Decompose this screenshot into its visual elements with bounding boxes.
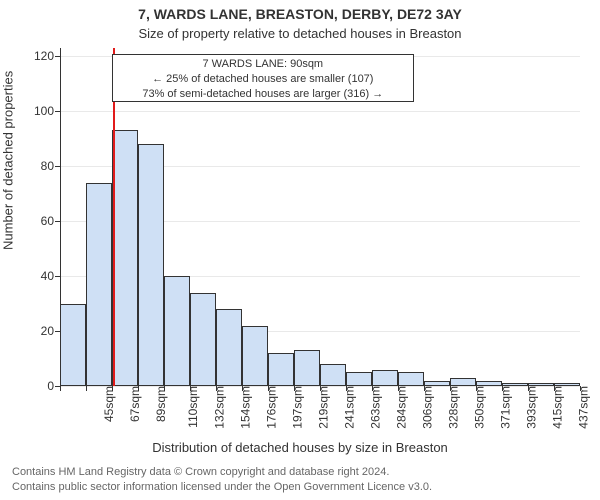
x-tick-label: 176sqm <box>263 386 279 429</box>
x-tick-mark <box>554 386 555 391</box>
annotation-line-2: ← 25% of detached houses are smaller (10… <box>117 72 409 87</box>
footer-line-1: Contains HM Land Registry data © Crown c… <box>12 466 389 478</box>
x-tick-label: 284sqm <box>393 386 409 429</box>
chart-title-sub: Size of property relative to detached ho… <box>0 26 600 41</box>
x-tick-mark <box>112 386 113 391</box>
annotation-box: 7 WARDS LANE: 90sqm ← 25% of detached ho… <box>112 54 414 102</box>
histogram-bar <box>86 183 112 386</box>
x-tick-mark <box>190 386 191 391</box>
x-tick-mark <box>164 386 165 391</box>
annotation-line-3: 73% of semi-detached houses are larger (… <box>117 87 409 102</box>
histogram-bar <box>138 144 164 386</box>
histogram-bar <box>60 304 86 386</box>
x-tick-label: 219sqm <box>315 386 331 429</box>
x-tick-label: 371sqm <box>497 386 513 429</box>
x-tick-mark <box>398 386 399 391</box>
x-tick-mark <box>138 386 139 391</box>
histogram-bar <box>346 372 372 386</box>
x-tick-label: 67sqm <box>126 386 142 422</box>
x-tick-mark <box>346 386 347 391</box>
histogram-bar <box>372 370 398 386</box>
footer-line-2: Contains public sector information licen… <box>12 481 432 493</box>
histogram-bar <box>242 326 268 386</box>
annotation-line-1: 7 WARDS LANE: 90sqm <box>117 57 409 72</box>
histogram-bar <box>320 364 346 386</box>
x-tick-mark <box>216 386 217 391</box>
y-tick-label: 20 <box>41 324 60 338</box>
x-tick-mark <box>502 386 503 391</box>
y-tick-label: 80 <box>41 159 60 173</box>
histogram-bar <box>398 372 424 386</box>
x-tick-label: 132sqm <box>211 386 227 429</box>
gridline <box>60 111 580 112</box>
x-tick-label: 393sqm <box>523 386 539 429</box>
x-tick-mark <box>294 386 295 391</box>
y-tick-label: 0 <box>47 379 60 393</box>
x-tick-mark <box>86 386 87 391</box>
plot-area: 02040608010012045sqm67sqm89sqm110sqm132s… <box>60 48 580 386</box>
x-tick-label: 415sqm <box>549 386 565 429</box>
x-tick-label: 263sqm <box>367 386 383 429</box>
x-tick-mark <box>450 386 451 391</box>
chart-title-main: 7, WARDS LANE, BREASTON, DERBY, DE72 3AY <box>0 6 600 22</box>
x-tick-mark <box>268 386 269 391</box>
chart-container: 7, WARDS LANE, BREASTON, DERBY, DE72 3AY… <box>0 0 600 500</box>
x-tick-label: 45sqm <box>100 386 116 422</box>
x-tick-label: 306sqm <box>419 386 435 429</box>
y-tick-label: 40 <box>41 269 60 283</box>
x-tick-label: 197sqm <box>289 386 305 429</box>
histogram-bar <box>294 350 320 386</box>
histogram-bar <box>268 353 294 386</box>
x-tick-mark <box>242 386 243 391</box>
x-tick-mark <box>372 386 373 391</box>
axis-bottom-spine <box>60 385 580 386</box>
y-tick-label: 100 <box>34 104 60 118</box>
x-tick-label: 437sqm <box>575 386 591 429</box>
x-tick-mark <box>476 386 477 391</box>
y-axis-label: Number of detached properties <box>1 71 16 250</box>
x-tick-mark <box>528 386 529 391</box>
x-tick-label: 89sqm <box>152 386 168 422</box>
x-tick-mark <box>320 386 321 391</box>
x-axis-label: Distribution of detached houses by size … <box>0 440 600 455</box>
y-tick-label: 60 <box>41 214 60 228</box>
axis-left-spine <box>60 48 61 386</box>
x-tick-label: 328sqm <box>445 386 461 429</box>
x-tick-label: 241sqm <box>341 386 357 429</box>
histogram-bar <box>164 276 190 386</box>
x-tick-mark <box>60 386 61 391</box>
x-tick-mark <box>424 386 425 391</box>
x-tick-label: 350sqm <box>471 386 487 429</box>
histogram-bar <box>112 130 138 386</box>
x-tick-label: 154sqm <box>237 386 253 429</box>
x-tick-mark <box>580 386 581 391</box>
histogram-bar <box>190 293 216 386</box>
y-tick-label: 120 <box>34 49 60 63</box>
x-tick-label: 110sqm <box>184 386 200 428</box>
histogram-bar <box>216 309 242 386</box>
